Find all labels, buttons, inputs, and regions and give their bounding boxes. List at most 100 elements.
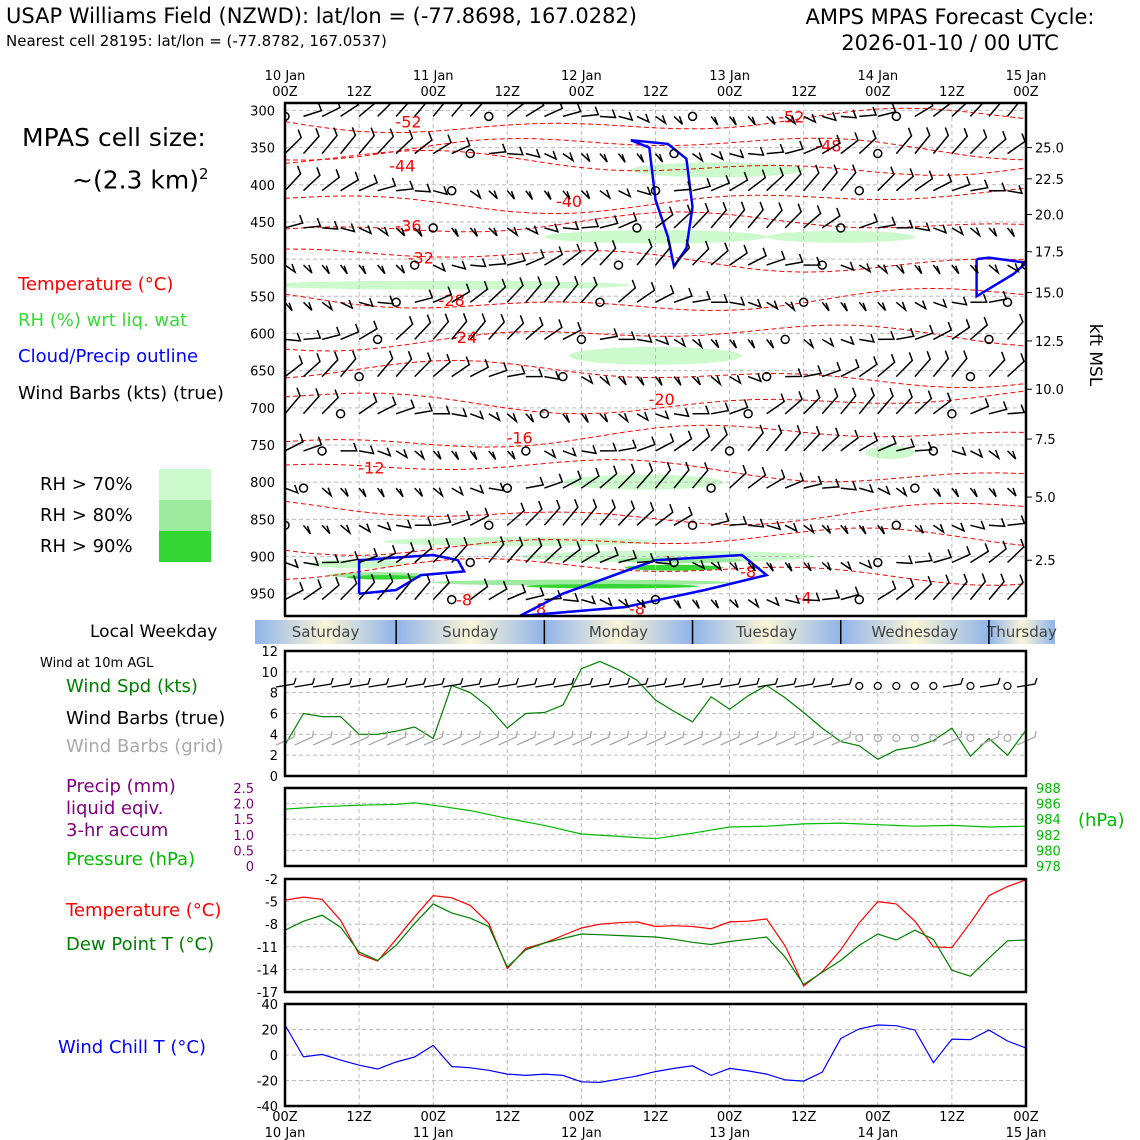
wind-barb [1007,404,1026,415]
wind-barb [784,424,802,452]
kft-tick-label: 22.5 [1035,173,1064,188]
wind-barb [692,405,710,415]
calm-wind-marker [502,483,513,493]
wind-barb [859,483,874,494]
calm-wind-marker [285,111,290,122]
label-wind-speed: Wind Spd (kts) [66,676,198,697]
wind-barb [525,249,545,266]
wind-10m-barb [349,677,371,688]
wind-10m-barb [553,677,575,688]
wind-barb [636,501,655,526]
cross-section-frame [283,101,1028,618]
wind-barb [877,264,889,275]
wind-barb [877,387,894,415]
top-hour-label: 00Z [1013,85,1039,100]
kft-axis-title: kft MSL [1085,324,1105,387]
wind-barb [729,464,747,489]
series-temperature [284,879,1027,987]
wind-grid-barb [498,730,518,746]
pressure-tick-label: 400 [250,179,275,194]
bottom-day-label: 11 Jan [413,1126,454,1140]
wind-barb [710,201,728,229]
calm-wind-marker [910,483,920,493]
wind-barb [673,376,682,386]
wind-barb [340,551,359,564]
wind-grid-calm [966,733,975,743]
wind-10m-calm [892,681,901,691]
rh-region-6 [383,537,656,547]
wind-10m-barb [590,677,612,688]
wind-barb [654,153,664,163]
temperature-contour-label: -36 [395,217,421,236]
wind-barb [710,561,723,572]
wind-barb [729,171,749,192]
top-hour-label: 00Z [420,85,446,100]
pressure-tick-label: 988 [1036,782,1061,797]
wind-barb [303,579,322,601]
forecast-cycle-line1: AMPS MPAS Forecast Cycle: [805,5,1095,29]
calm-wind-marker [484,111,494,122]
wind-barb [377,521,392,532]
wind-barb [747,201,764,229]
wind-barb [988,487,997,498]
wind-barb [1007,263,1020,274]
wind-barb [488,255,507,266]
wind-barb [673,599,682,609]
wind-barb [729,374,742,385]
wind-barb [396,180,415,192]
wind-barb [914,103,934,118]
wind-barb [506,536,524,563]
wind-barb [340,442,358,452]
wind-barb [469,227,479,237]
wind-barb [358,264,367,275]
cross-section-layer: -52 -52-48-44-40-36-32-28-24-20-16-12-8-8… [285,103,1026,616]
wind-barb [358,320,378,341]
wind-barb [932,392,952,415]
wind-barb [636,113,651,124]
wind-grid-barb [1016,730,1037,746]
kft-tick-label: 5.0 [1035,491,1056,506]
wind-grid-barb [701,730,722,746]
wind-barb [562,275,579,303]
top-hour-label: 00Z [865,85,891,100]
wind-barb [617,500,636,526]
wind-barb [636,376,645,386]
wind-barb [432,103,446,117]
wind-barb [673,115,684,125]
wind-barb [877,330,896,341]
temperature-contour-label: -44 [389,156,415,175]
wind-barb [488,411,501,422]
wind-barb [599,375,611,387]
bottom-hour-label: 00Z [272,1110,298,1125]
temperature-contour-label: -52 [395,113,421,132]
wind-barb [710,599,720,609]
wind-grid-calm [892,733,901,743]
wind-barb [507,146,524,156]
calm-wind-marker [317,446,327,456]
wind-barb [525,225,539,236]
bottom-hour-label: 00Z [569,1110,595,1125]
wind-barb [840,261,855,272]
wind-barb [506,103,526,117]
temperature-contour [285,500,1026,526]
wind-barb [729,296,746,306]
wind-10m-barb [627,677,649,688]
wind-barb [488,190,498,200]
wind-barb [469,280,489,303]
wind-barb [432,262,447,273]
wind-10m-barb [609,677,631,688]
wind-10m-calm [855,681,864,691]
wind-barb [285,558,300,569]
wind-10m-barb [498,677,519,688]
wind-barb [655,410,670,420]
bottom-hour-label: 12Z [939,1110,965,1125]
wind-10m-barb [461,677,482,688]
wind-barb [785,368,803,378]
wind-barb [414,289,434,304]
wind-barb [636,333,653,343]
wind-barb [525,368,544,378]
wind-barb [784,203,803,229]
top-hour-label: 12Z [495,85,521,100]
label-precip-1: Precip (mm) [66,776,176,797]
pressure-tick-label: 700 [250,402,275,417]
